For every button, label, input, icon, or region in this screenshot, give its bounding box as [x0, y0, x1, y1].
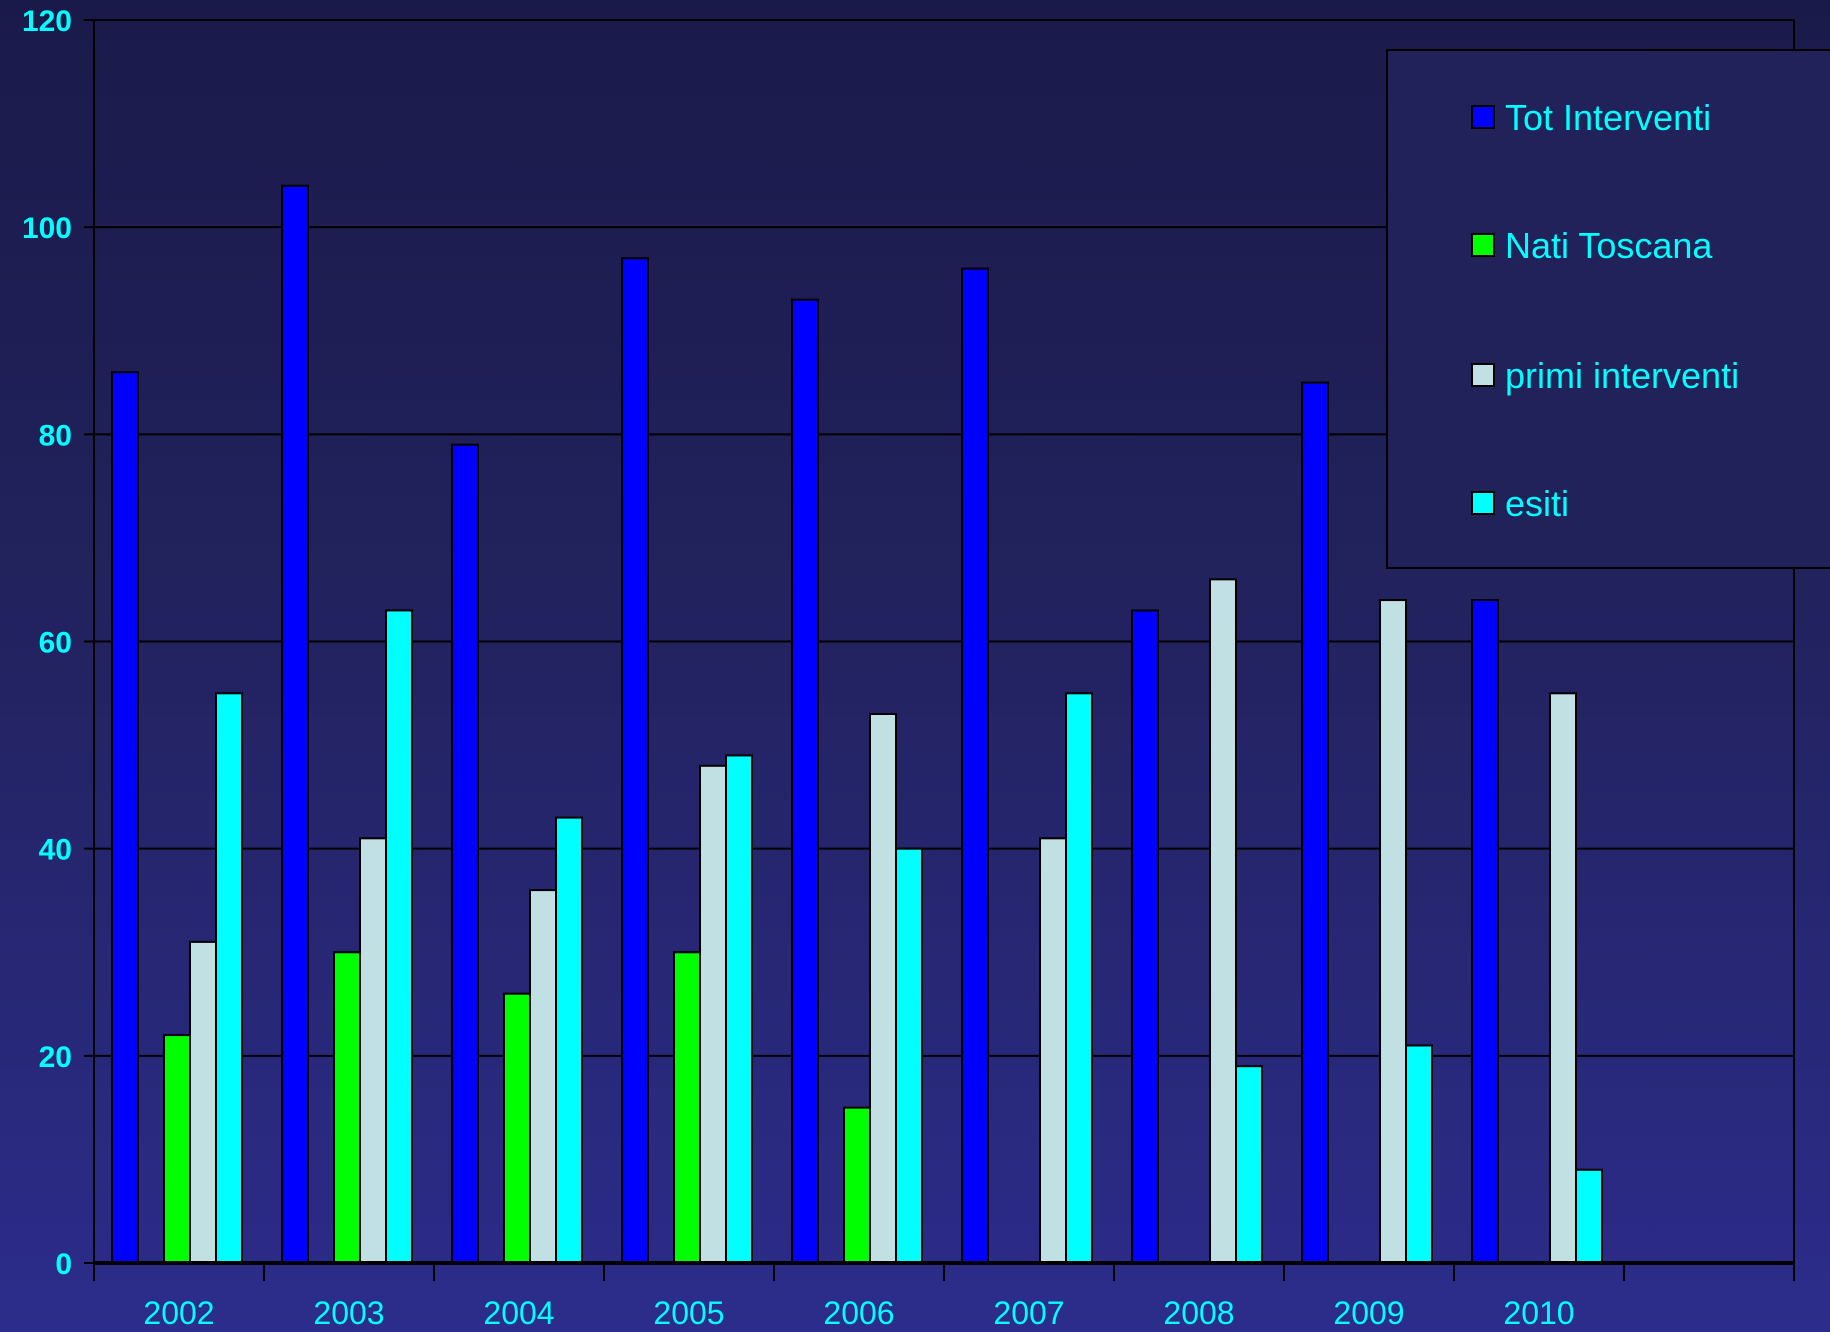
bar-primi-interventi-2002: [189, 940, 217, 1264]
legend-label: Nati Toscana: [1505, 225, 1713, 266]
x-tick-label: 2010: [1503, 1295, 1574, 1331]
bar-tot-interventi-2004: [451, 443, 479, 1265]
y-tick-label: 80: [39, 419, 72, 452]
y-tick-label: 100: [22, 212, 72, 245]
bar-esiti-2010: [1575, 1168, 1603, 1265]
bar-primi-interventi-2008: [1209, 578, 1237, 1264]
x-tick-label: 2004: [483, 1295, 554, 1331]
legend: Tot Interventi Nati Toscana primi interven…: [1386, 49, 1830, 569]
bar-esiti-2003: [385, 609, 413, 1264]
bar-nati-toscana-2002: [163, 1034, 191, 1265]
x-tick-label: 2002: [143, 1295, 214, 1331]
bar-esiti-2004: [555, 816, 583, 1264]
y-tick-label: 40: [39, 834, 72, 867]
bar-tot-interventi-2006: [791, 298, 819, 1264]
legend-label: esiti: [1505, 483, 1569, 524]
bar-tot-interventi-2007: [961, 267, 989, 1265]
x-tick-label: 2009: [1333, 1295, 1404, 1331]
x-tick-label: 2003: [313, 1295, 384, 1331]
bar-tot-interventi-2009: [1301, 381, 1329, 1264]
bar-primi-interventi-2010: [1549, 692, 1577, 1264]
bar-esiti-2006: [895, 847, 923, 1265]
legend-swatch: [1471, 233, 1495, 257]
y-axis-ticks: 0 20 40 60 80 100 120: [22, 5, 94, 1281]
y-tick-label: 120: [22, 5, 72, 38]
bar-primi-interventi-2004: [529, 889, 557, 1264]
bar-esiti-2009: [1405, 1044, 1433, 1264]
y-tick-label: 0: [55, 1248, 72, 1281]
legend-label: Tot Interventi: [1505, 97, 1711, 138]
bar-tot-interventi-2005: [621, 257, 649, 1265]
y-tick-label: 20: [39, 1041, 72, 1074]
x-tick-label: 2005: [653, 1295, 724, 1331]
bar-esiti-2005: [725, 754, 753, 1264]
bar-nati-toscana-2005: [673, 951, 701, 1264]
bar-nati-toscana-2004: [503, 992, 531, 1265]
legend-swatch: [1471, 105, 1495, 129]
legend-label: primi interventi: [1505, 355, 1739, 396]
bar-tot-interventi-2002: [111, 371, 139, 1264]
bar-primi-interventi-2007: [1039, 837, 1067, 1265]
legend-box: [1386, 49, 1830, 569]
bar-primi-interventi-2009: [1379, 599, 1407, 1264]
bar-tot-interventi-2010: [1471, 599, 1499, 1264]
x-tick-label: 2008: [1163, 1295, 1234, 1331]
legend-swatch: [1471, 363, 1495, 387]
y-tick-label: 60: [39, 627, 72, 660]
x-axis: 2002 2003 2004 2005 2006 2007 2008 2009 2010: [93, 1261, 1795, 1331]
bar-esiti-2008: [1235, 1065, 1263, 1264]
bar-nati-toscana-2006: [843, 1106, 871, 1264]
legend-swatch: [1471, 491, 1495, 515]
bar-primi-interventi-2003: [359, 837, 387, 1265]
bar-esiti-2002: [215, 692, 243, 1264]
bar-primi-interventi-2006: [869, 713, 897, 1264]
bar-tot-interventi-2003: [281, 184, 309, 1265]
bar-esiti-2007: [1065, 692, 1093, 1264]
bar-nati-toscana-2003: [333, 951, 361, 1264]
x-tick-label: 2006: [823, 1295, 894, 1331]
bar-tot-interventi-2008: [1131, 609, 1159, 1264]
bar-primi-interventi-2005: [699, 764, 727, 1264]
bars: [111, 184, 1603, 1265]
x-tick-label: 2007: [993, 1295, 1064, 1331]
